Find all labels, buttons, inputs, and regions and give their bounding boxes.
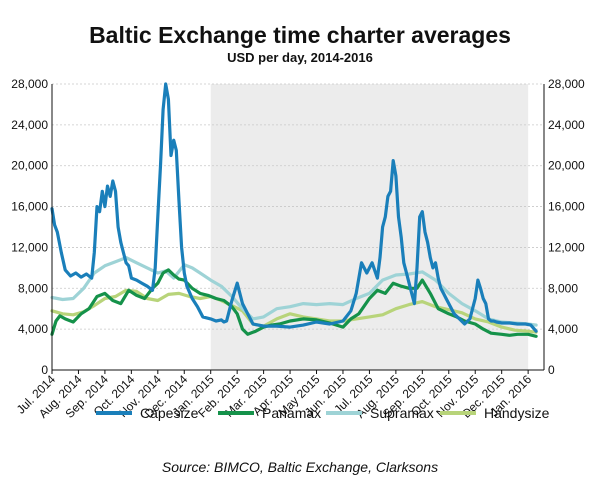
y-tick-label-right: 20,000 (548, 159, 585, 173)
y-tick-label-right: 4,000 (548, 322, 578, 336)
legend-label-handysize: Handysize (484, 405, 550, 421)
y-tick-label-right: 28,000 (548, 77, 585, 91)
legend-label-capesize: Capesize (140, 405, 199, 421)
y-tick-label-left: 20,000 (11, 159, 48, 173)
chart-subtitle: USD per day, 2014-2016 (227, 50, 373, 65)
y-tick-label-left: 24,000 (11, 118, 48, 132)
series-lines (50, 82, 538, 338)
legend-label-panamax: Panamax (262, 405, 321, 421)
chart-svg: 0 0 4,000 4,000 8,000 8,000 12,000 12,000 16,000… (11, 77, 585, 421)
y-tick-label-right: 12,000 (548, 240, 585, 254)
y-tick-label-left: 12,000 (11, 240, 48, 254)
y-tick-label-right: 8,000 (548, 281, 578, 295)
series-line-capesize (50, 82, 538, 333)
shaded-region (210, 84, 529, 370)
legend: Capesize Panamax Supramax Handysize (96, 405, 550, 421)
chart-title: Baltic Exchange time charter averages (89, 22, 511, 48)
axes (51, 84, 545, 374)
y-tick-label-left: 8,000 (18, 281, 48, 295)
chart-source: Source: BIMCO, Baltic Exchange, Clarkson… (161, 459, 439, 475)
y-tick-label-left: 4,000 (18, 322, 48, 336)
series-line-panamax (50, 268, 538, 338)
y-tick-label-left: 28,000 (11, 77, 48, 91)
y-tick-label-left: 0 (41, 363, 48, 377)
gridlines (52, 83, 544, 330)
y-tick-label-right: 24,000 (548, 118, 585, 132)
y-tick-label-right: 16,000 (548, 200, 585, 214)
y-tick-label-right: 0 (548, 363, 555, 377)
y-tick-label-left: 16,000 (11, 200, 48, 214)
legend-label-supramax: Supramax (370, 405, 434, 421)
